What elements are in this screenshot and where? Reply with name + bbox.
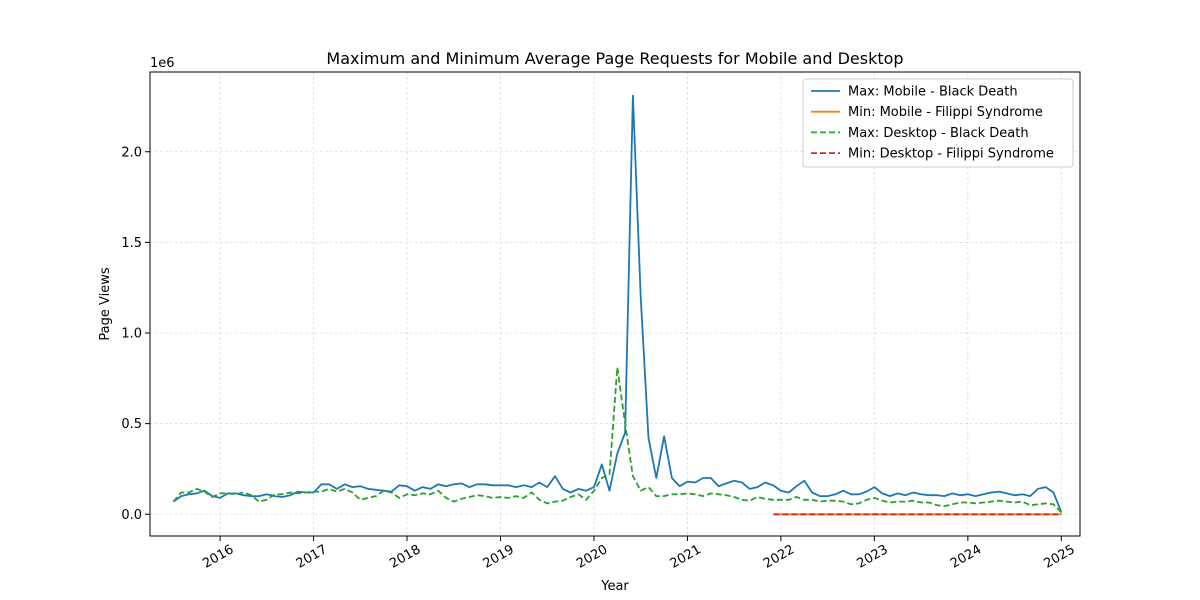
plot-frame bbox=[149, 71, 1081, 537]
legend: Max: Mobile - Black Death Min: Mobile - F… bbox=[802, 78, 1074, 168]
x-axis-label: Year bbox=[600, 579, 629, 594]
series-line-3 bbox=[172, 366, 1062, 514]
chart-title: Maximum and Minimum Average Page Request… bbox=[326, 49, 903, 68]
legend-label: Max: Desktop - Black Death bbox=[848, 126, 1029, 141]
y-tick-label: 1.0 bbox=[121, 327, 142, 342]
y-tick-label: 0.5 bbox=[121, 417, 142, 432]
legend-label: Max: Mobile - Black Death bbox=[848, 85, 1018, 100]
legend-box bbox=[802, 78, 1074, 168]
legend-entries: Max: Mobile - Black Death Min: Mobile - F… bbox=[811, 85, 1054, 162]
series-line-1 bbox=[172, 94, 1063, 513]
y-tick-label: 0.0 bbox=[121, 508, 142, 523]
y-tick-label: 2.0 bbox=[121, 145, 142, 160]
legend-label: Min: Desktop - Filippi Syndrome bbox=[848, 147, 1054, 162]
y-axis-multiplier: 1e6 bbox=[150, 56, 175, 71]
legend-label: Min: Mobile - Filippi Syndrome bbox=[848, 105, 1043, 120]
series-lines bbox=[172, 94, 1063, 516]
y-tick-label: 1.5 bbox=[121, 236, 142, 251]
y-axis-ticks: 0.0 0.5 1.0 1.5 2.0 bbox=[121, 145, 150, 523]
y-axis-label: Page Views bbox=[98, 267, 113, 340]
